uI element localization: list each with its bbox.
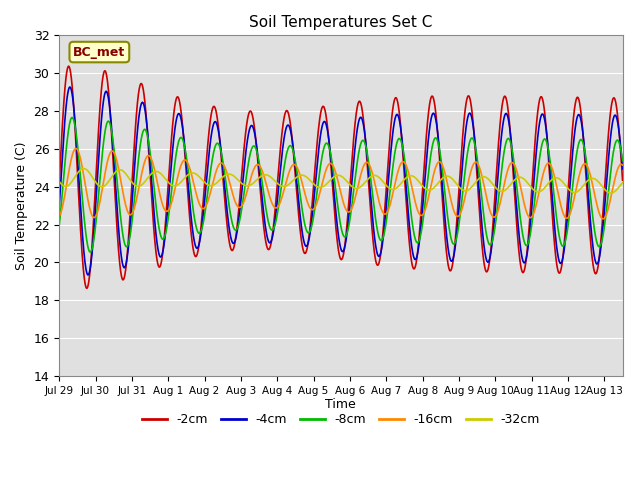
-8cm [86, 249, 94, 255]
-4cm [66, 84, 74, 90]
-4cm [272, 213, 280, 219]
-8cm [120, 237, 127, 243]
-2cm [55, 182, 63, 188]
-16cm [296, 172, 303, 178]
-8cm [272, 220, 280, 226]
-16cm [608, 190, 616, 196]
-16cm [619, 162, 627, 168]
-8cm [619, 158, 627, 164]
-16cm [120, 193, 127, 199]
-4cm [84, 272, 92, 278]
-4cm [296, 211, 304, 217]
-32cm [271, 179, 279, 184]
-2cm [120, 276, 127, 282]
-4cm [619, 166, 627, 172]
Y-axis label: Soil Temperature (C): Soil Temperature (C) [15, 142, 28, 270]
-32cm [296, 173, 303, 179]
-32cm [153, 168, 161, 174]
-16cm [271, 205, 279, 211]
-32cm [80, 166, 88, 171]
-2cm [65, 63, 72, 69]
-2cm [608, 100, 616, 106]
-16cm [599, 216, 607, 222]
-32cm [55, 179, 63, 184]
-8cm [154, 213, 161, 219]
-4cm [547, 181, 555, 187]
Legend: -2cm, -4cm, -8cm, -16cm, -32cm: -2cm, -4cm, -8cm, -16cm, -32cm [137, 408, 545, 431]
Line: -32cm: -32cm [59, 168, 623, 193]
Line: -16cm: -16cm [59, 148, 623, 219]
-2cm [83, 286, 91, 291]
-16cm [153, 178, 161, 184]
Line: -4cm: -4cm [59, 87, 623, 275]
X-axis label: Time: Time [326, 398, 356, 411]
-16cm [547, 163, 555, 168]
-8cm [608, 159, 616, 165]
Line: -2cm: -2cm [59, 66, 623, 288]
-32cm [547, 178, 555, 183]
-2cm [272, 202, 280, 208]
-16cm [72, 145, 80, 151]
-8cm [296, 191, 304, 197]
Line: -8cm: -8cm [59, 118, 623, 252]
-2cm [547, 196, 555, 202]
-4cm [154, 241, 161, 247]
Title: Soil Temperatures Set C: Soil Temperatures Set C [249, 15, 433, 30]
-32cm [619, 180, 627, 186]
-8cm [68, 115, 76, 120]
-16cm [55, 214, 63, 219]
-2cm [296, 226, 304, 231]
-4cm [608, 124, 616, 130]
-2cm [619, 177, 627, 183]
-2cm [154, 258, 161, 264]
-4cm [55, 204, 63, 210]
-32cm [120, 168, 127, 174]
-8cm [55, 223, 63, 229]
-4cm [120, 264, 127, 270]
-8cm [547, 167, 555, 173]
-32cm [607, 190, 614, 196]
-32cm [608, 190, 616, 196]
Text: BC_met: BC_met [73, 46, 125, 59]
